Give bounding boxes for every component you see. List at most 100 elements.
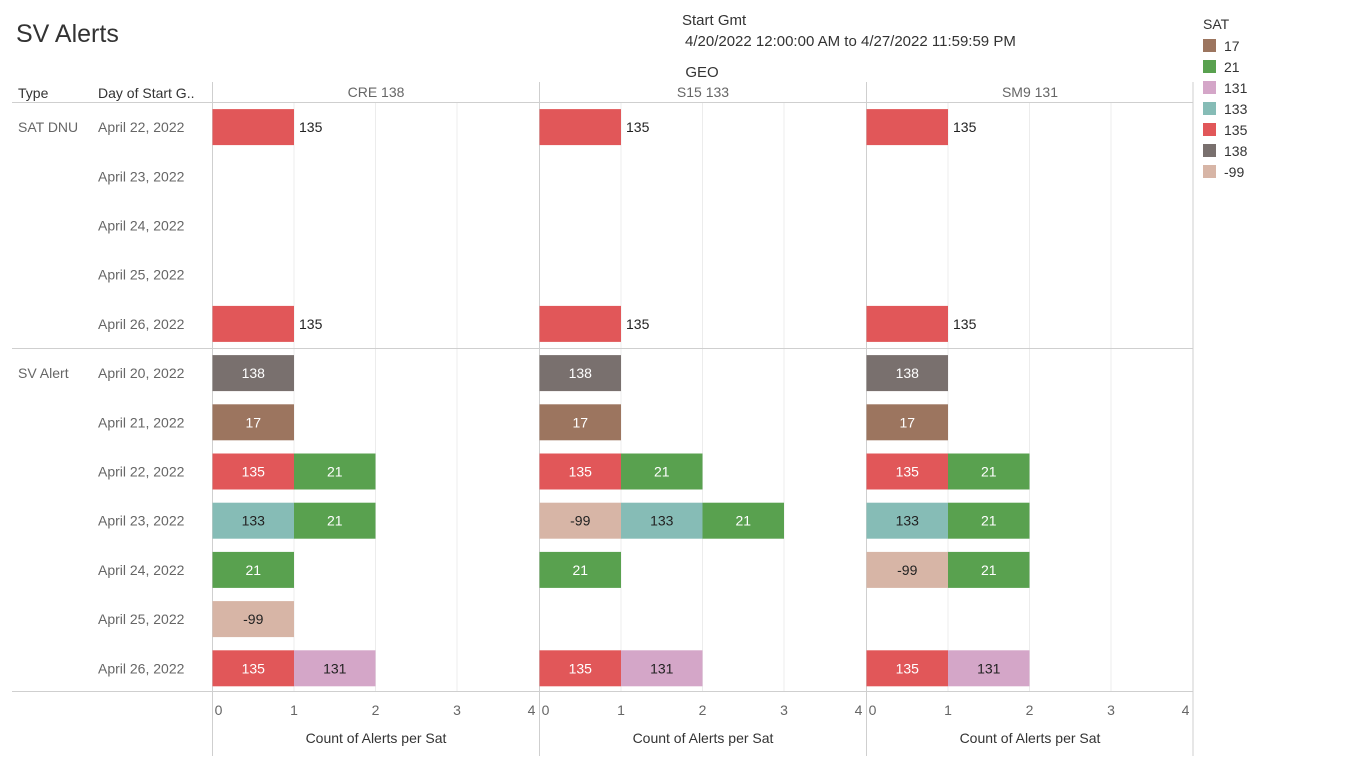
x-tick-label: 1 bbox=[290, 702, 298, 718]
bar-segment bbox=[948, 453, 1030, 490]
bar-segment bbox=[212, 305, 294, 342]
x-tick-label: 0 bbox=[215, 702, 223, 718]
panel-header: S15 133 bbox=[677, 84, 729, 100]
bar-label: -99 bbox=[570, 513, 590, 529]
bar-label: 138 bbox=[896, 365, 920, 381]
bar-label: 135 bbox=[299, 119, 323, 135]
legend-label: 131 bbox=[1224, 79, 1248, 96]
legend-swatch bbox=[1203, 102, 1216, 115]
day-label: April 26, 2022 bbox=[98, 316, 185, 332]
legend-swatch bbox=[1203, 60, 1216, 73]
bar-segment bbox=[539, 404, 621, 441]
column-group-title: GEO bbox=[685, 64, 718, 81]
legend-item[interactable]: -99 bbox=[1203, 161, 1247, 182]
legend-title: SAT bbox=[1203, 16, 1230, 32]
dashboard-title: SV Alerts bbox=[16, 20, 119, 48]
bar-segment bbox=[866, 453, 948, 490]
bar-segment bbox=[539, 502, 621, 539]
x-tick-label: 1 bbox=[617, 702, 625, 718]
bar-segment bbox=[539, 305, 621, 342]
bar-segment bbox=[866, 109, 948, 146]
bar-label: 17 bbox=[245, 414, 261, 430]
bar-label: 135 bbox=[953, 316, 977, 332]
bar-label: 135 bbox=[896, 464, 920, 480]
bar-label: 135 bbox=[569, 464, 593, 480]
panel-header: SM9 131 bbox=[1002, 84, 1058, 100]
bar-segment bbox=[948, 650, 1030, 687]
x-axis-title: Count of Alerts per Sat bbox=[960, 730, 1101, 746]
day-label: April 22, 2022 bbox=[98, 464, 185, 480]
bar-label: 21 bbox=[327, 513, 343, 529]
legend-label: 21 bbox=[1224, 58, 1240, 75]
x-tick-label: 2 bbox=[1026, 702, 1034, 718]
bar-label: 138 bbox=[569, 365, 593, 381]
filter-range[interactable]: 4/20/2022 12:00:00 AM to 4/27/2022 11:59… bbox=[685, 33, 1016, 50]
bar-label: 131 bbox=[977, 660, 1001, 676]
legend-item[interactable]: 131 bbox=[1203, 77, 1247, 98]
bar-segment bbox=[621, 453, 703, 490]
bar-label: 138 bbox=[242, 365, 266, 381]
bar-label: 133 bbox=[650, 513, 674, 529]
x-axis-title: Count of Alerts per Sat bbox=[306, 730, 447, 746]
bar-segment bbox=[294, 453, 376, 490]
bar-label: 21 bbox=[245, 562, 261, 578]
bar-label: 135 bbox=[569, 660, 593, 676]
legend-item[interactable]: 135 bbox=[1203, 119, 1247, 140]
day-label: April 24, 2022 bbox=[98, 218, 185, 234]
bar-segment bbox=[866, 305, 948, 342]
type-label: SAT DNU bbox=[18, 119, 78, 135]
bar-label: 21 bbox=[981, 562, 997, 578]
bar-segment bbox=[294, 650, 376, 687]
legend-label: 133 bbox=[1224, 100, 1248, 117]
bar-segment bbox=[212, 502, 294, 539]
legend-item[interactable]: 133 bbox=[1203, 98, 1247, 119]
x-tick-label: 4 bbox=[1182, 702, 1190, 718]
bar-segment bbox=[539, 453, 621, 490]
legend-item[interactable]: 17 bbox=[1203, 35, 1247, 56]
bar-segment bbox=[948, 551, 1030, 588]
x-tick-label: 1 bbox=[944, 702, 952, 718]
bar-segment bbox=[866, 650, 948, 687]
bar-segment bbox=[948, 502, 1030, 539]
day-label: April 24, 2022 bbox=[98, 562, 185, 578]
bar-segment bbox=[621, 502, 703, 539]
x-tick-label: 4 bbox=[855, 702, 863, 718]
row-header-type: Type bbox=[18, 85, 49, 101]
x-tick-label: 2 bbox=[372, 702, 380, 718]
day-label: April 26, 2022 bbox=[98, 660, 185, 676]
legend-item[interactable]: 21 bbox=[1203, 56, 1247, 77]
bar-label: 135 bbox=[896, 660, 920, 676]
bar-label: -99 bbox=[897, 562, 917, 578]
legend-swatch bbox=[1203, 39, 1216, 52]
panel-header: CRE 138 bbox=[348, 84, 405, 100]
legend-label: 138 bbox=[1224, 142, 1248, 159]
day-label: April 22, 2022 bbox=[98, 119, 185, 135]
bar-segment bbox=[539, 355, 621, 392]
bar-segment bbox=[212, 109, 294, 146]
legend-label: -99 bbox=[1224, 163, 1245, 180]
x-tick-label: 4 bbox=[528, 702, 536, 718]
bar-label: 133 bbox=[242, 513, 266, 529]
bar-segment bbox=[212, 551, 294, 588]
bar-label: 21 bbox=[572, 562, 588, 578]
bar-segment bbox=[212, 404, 294, 441]
x-tick-label: 3 bbox=[453, 702, 461, 718]
bar-segment bbox=[539, 551, 621, 588]
bar-label: 21 bbox=[327, 464, 343, 480]
bar-label: 21 bbox=[981, 513, 997, 529]
bar-segment bbox=[212, 355, 294, 392]
bar-label: 21 bbox=[981, 464, 997, 480]
legend-swatch bbox=[1203, 123, 1216, 136]
legend-item[interactable]: 138 bbox=[1203, 140, 1247, 161]
bar-label: 135 bbox=[242, 464, 266, 480]
sat-legend: SAT 17 21 131 133 135 138 -99 bbox=[1203, 16, 1247, 182]
filter-label: Start Gmt bbox=[682, 12, 747, 29]
bar-label: 135 bbox=[242, 660, 266, 676]
x-axis-title: Count of Alerts per Sat bbox=[633, 730, 774, 746]
bar-label: 21 bbox=[735, 513, 751, 529]
bar-segment bbox=[212, 601, 294, 638]
day-label: April 21, 2022 bbox=[98, 414, 185, 430]
alerts-bar-chart: GEO Type Day of Start G.. CRE 138 S15 133 SM9… bbox=[12, 64, 1194, 756]
bar-segment bbox=[702, 502, 784, 539]
day-label: April 25, 2022 bbox=[98, 611, 185, 627]
